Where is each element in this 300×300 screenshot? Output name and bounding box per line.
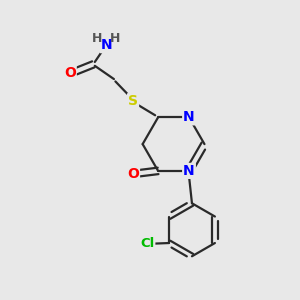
Text: Cl: Cl [140, 237, 154, 250]
Text: N: N [101, 38, 112, 52]
Text: H: H [110, 32, 121, 45]
Text: N: N [183, 164, 195, 178]
Text: H: H [92, 32, 102, 45]
Text: O: O [127, 167, 139, 181]
Text: S: S [128, 94, 138, 108]
Text: O: O [64, 66, 76, 80]
Text: N: N [183, 110, 195, 124]
